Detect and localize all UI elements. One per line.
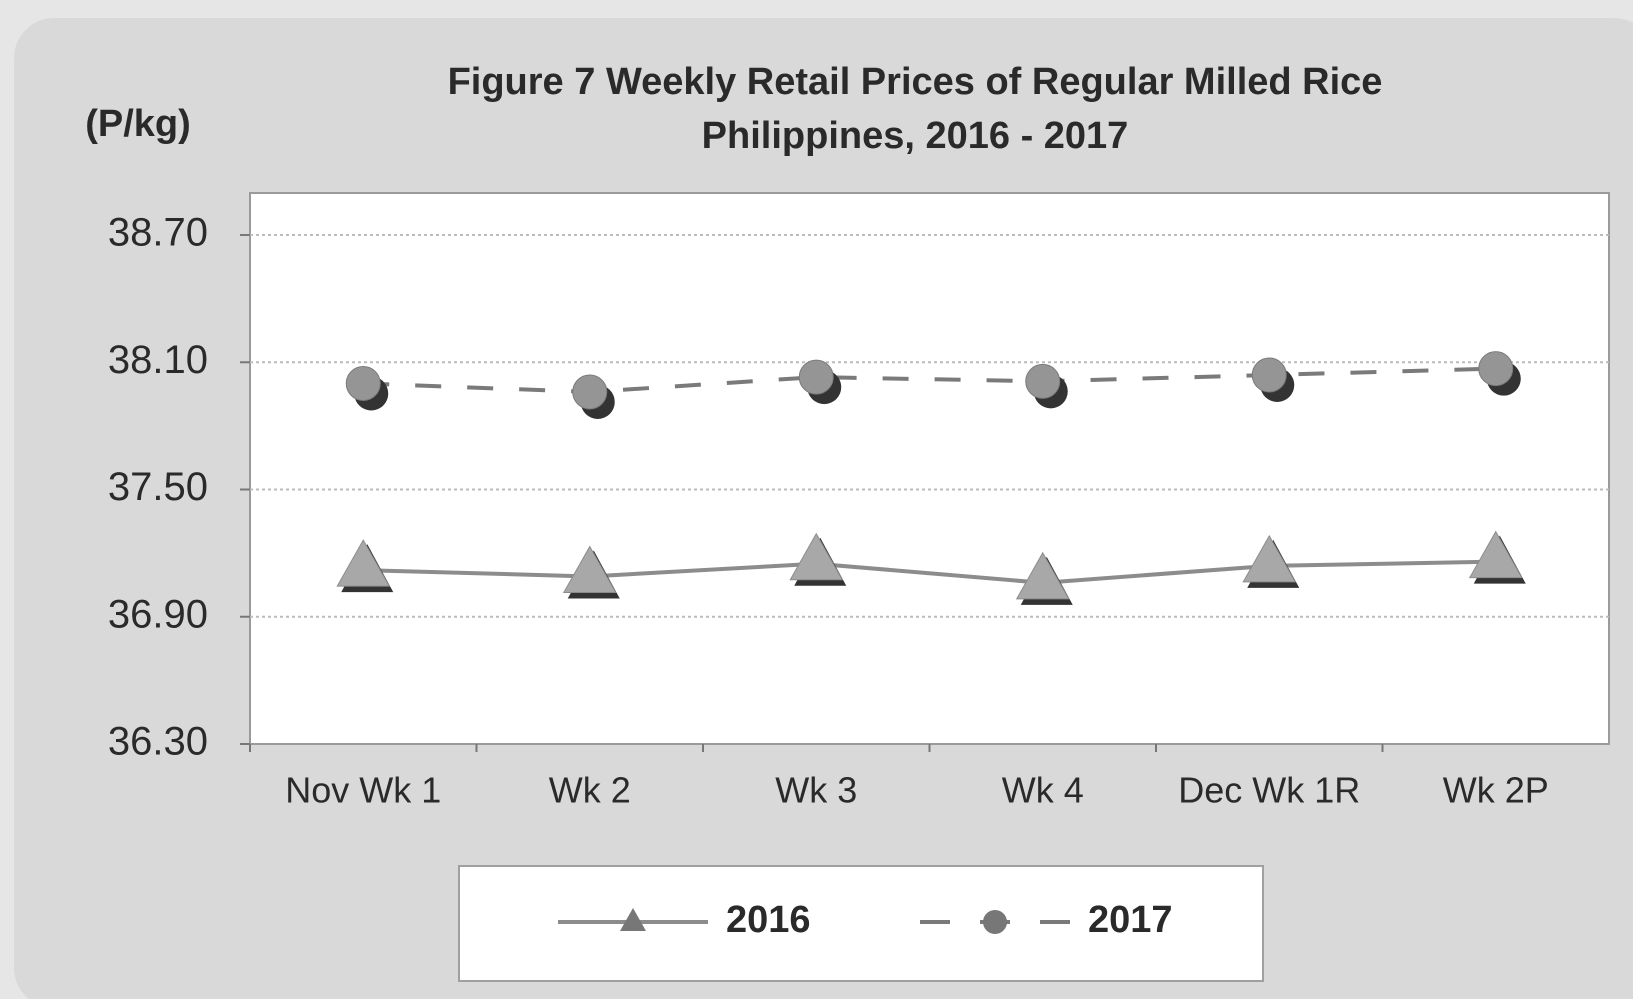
- legend-label: 2017: [1088, 899, 1173, 941]
- x-tick-label: Wk 2P: [1443, 770, 1549, 811]
- chart-subtitle: Philippines, 2016 - 2017: [702, 115, 1129, 157]
- marker: [1468, 530, 1523, 579]
- y-tick-label: 36.30: [108, 720, 208, 764]
- y-tick-label: 38.10: [108, 338, 208, 382]
- marker: [1478, 351, 1514, 387]
- x-tick-label: Dec Wk 1R: [1178, 770, 1360, 811]
- x-tick-label: Wk 4: [1002, 770, 1084, 811]
- marker: [572, 374, 608, 410]
- y-tick-label: 36.90: [108, 592, 208, 636]
- marker: [798, 359, 834, 395]
- marker: [1242, 534, 1297, 583]
- marker: [1015, 551, 1070, 600]
- series-line: [363, 559, 1496, 585]
- legend-label: 2016: [726, 899, 811, 941]
- marker: [1025, 363, 1061, 399]
- y-tick-label: 38.70: [108, 211, 208, 255]
- marker: [562, 545, 617, 593]
- marker: [1251, 357, 1287, 393]
- x-tick-label: Wk 2: [549, 770, 631, 811]
- chart-title: Figure 7 Weekly Retail Prices of Regular…: [448, 61, 1383, 103]
- legend-marker: [620, 908, 646, 931]
- x-tick-label: Wk 3: [775, 770, 857, 811]
- x-tick-label: Nov Wk 1: [285, 770, 441, 811]
- series-line: [363, 366, 1496, 394]
- plot-area: [249, 192, 1610, 745]
- y-axis-label: (P/kg): [85, 103, 191, 145]
- legend-marker: [983, 910, 1007, 934]
- marker: [789, 532, 844, 581]
- marker: [336, 539, 391, 587]
- marker: [345, 365, 381, 401]
- y-tick-label: 37.50: [108, 465, 208, 509]
